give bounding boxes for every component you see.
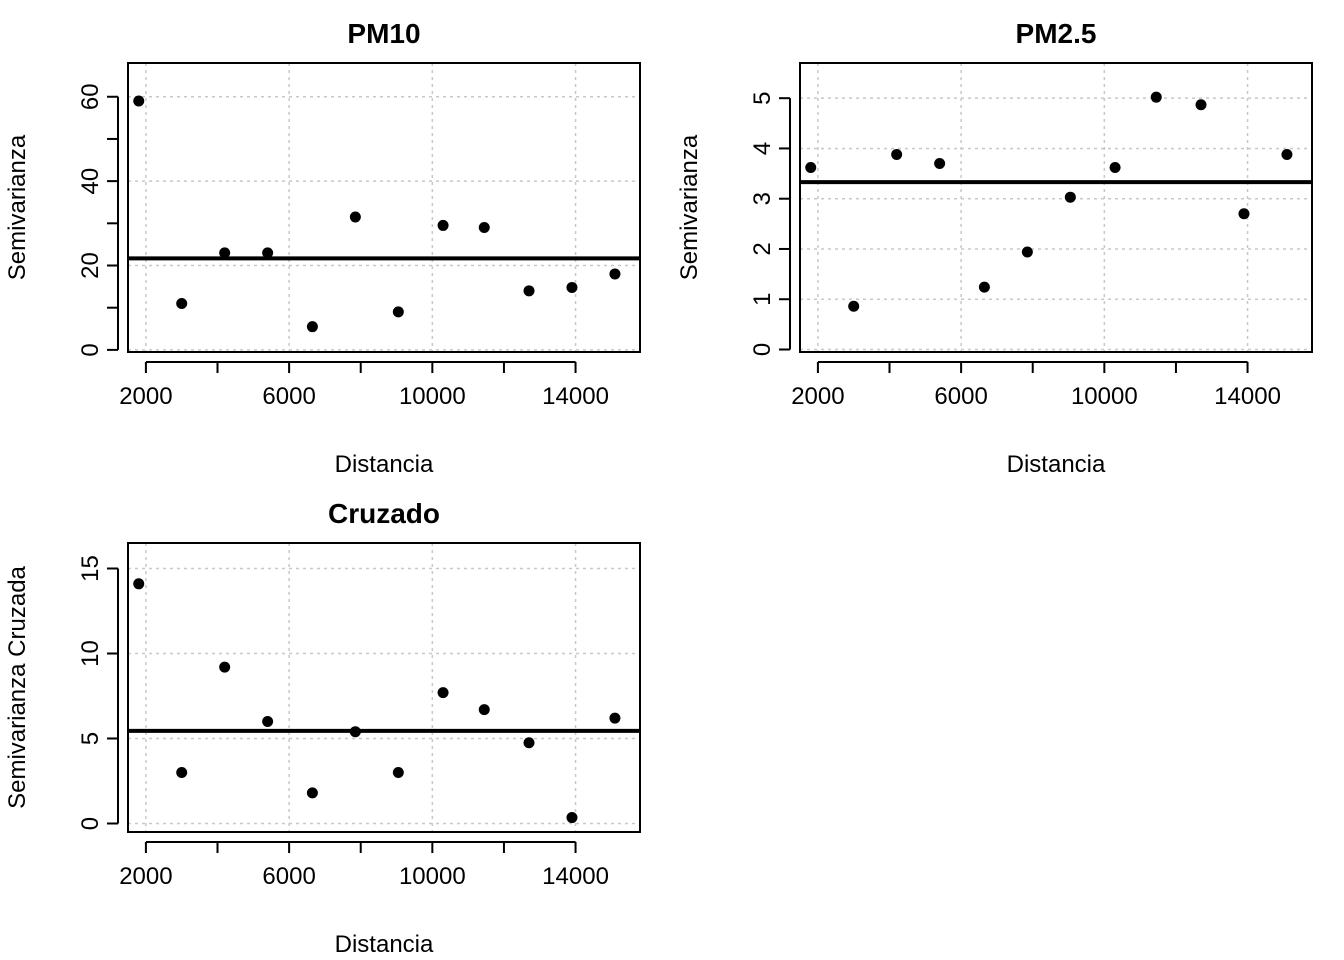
x-tick-label: 2000: [119, 863, 172, 890]
data-point: [349, 211, 361, 223]
chart-title: PM10: [347, 18, 420, 49]
x-axis-label: Distancia: [335, 451, 434, 478]
data-point: [523, 285, 535, 297]
data-point: [1195, 99, 1207, 111]
data-point: [392, 306, 404, 318]
x-tick-label: 6000: [934, 383, 987, 410]
plot-frame: [127, 542, 641, 833]
data-point: [1281, 148, 1293, 160]
y-tick-label: 5: [77, 732, 104, 745]
y-tick-label: 0: [749, 343, 776, 356]
data-point: [478, 704, 490, 716]
data-point: [176, 297, 188, 309]
data-point: [306, 321, 318, 333]
x-tick-label: 2000: [791, 383, 844, 410]
y-axis-label: Semivarianza: [676, 134, 703, 280]
data-point: [133, 95, 145, 107]
y-axis-label: Semivarianza: [4, 134, 31, 280]
y-tick-label: 1: [749, 293, 776, 306]
data-point: [478, 222, 490, 234]
y-tick-label: 0: [77, 343, 104, 356]
x-tick-label: 6000: [262, 383, 315, 410]
data-point: [219, 247, 231, 259]
chart-title: Cruzado: [328, 498, 440, 529]
y-tick-label: 4: [749, 142, 776, 155]
y-tick-label: 2: [749, 242, 776, 255]
y-tick-label: 5: [749, 92, 776, 105]
x-tick-label: 10000: [399, 863, 466, 890]
data-point: [1150, 91, 1162, 103]
panel-2: 2000 6000 10000 14000 0 1 2 3 4 5 PM2.5 Distancia Se…: [676, 18, 1313, 478]
y-tick-label: 40: [77, 168, 104, 195]
data-point: [848, 300, 860, 312]
x-tick-label: 10000: [1071, 383, 1138, 410]
data-point: [349, 726, 361, 738]
y-tick-label: 60: [77, 83, 104, 110]
x-tick-label: 14000: [1214, 383, 1281, 410]
y-tick-label: 15: [77, 555, 104, 582]
data-point: [133, 578, 145, 590]
y-axis-label: Semivarianza Cruzada: [4, 565, 31, 808]
plot-frame: [127, 62, 641, 353]
data-point: [1109, 162, 1121, 174]
data-point: [219, 661, 231, 673]
y-tick-label: 0: [77, 817, 104, 830]
data-point: [1021, 246, 1033, 258]
data-point: [437, 219, 449, 231]
data-point: [437, 687, 449, 699]
data-point: [805, 162, 817, 174]
data-point: [176, 767, 188, 778]
chart-title: PM2.5: [1016, 18, 1097, 49]
data-point: [262, 716, 274, 727]
data-point: [891, 148, 903, 160]
data-point: [934, 158, 946, 170]
y-tick-label: 3: [749, 192, 776, 205]
x-tick-label: 10000: [399, 383, 466, 410]
x-tick-label: 2000: [119, 383, 172, 410]
x-axis-label: Distancia: [1007, 451, 1106, 478]
data-point: [306, 787, 318, 799]
x-tick-label: 14000: [542, 863, 609, 890]
data-point: [566, 281, 578, 293]
x-axis-label: Distancia: [335, 931, 434, 958]
data-point: [523, 737, 535, 749]
data-point: [1238, 208, 1250, 220]
data-point: [262, 247, 274, 259]
panel-1: 2000 6000 10000 14000 0 20 40 60 PM10 Distancia Se…: [4, 18, 641, 478]
x-tick-label: 14000: [542, 383, 609, 410]
y-tick-label: 20: [77, 252, 104, 279]
x-tick-label: 6000: [262, 863, 315, 890]
data-point: [978, 281, 990, 293]
panel-3: 2000 6000 10000 14000 0 5 10 15 Cruzado Distancia…: [4, 498, 641, 958]
data-point: [609, 268, 621, 280]
data-point: [566, 812, 578, 824]
y-tick-label: 10: [77, 640, 104, 667]
data-point: [609, 712, 621, 724]
plot-frame: [799, 62, 1313, 353]
data-point: [1064, 191, 1076, 203]
data-point: [392, 767, 404, 778]
